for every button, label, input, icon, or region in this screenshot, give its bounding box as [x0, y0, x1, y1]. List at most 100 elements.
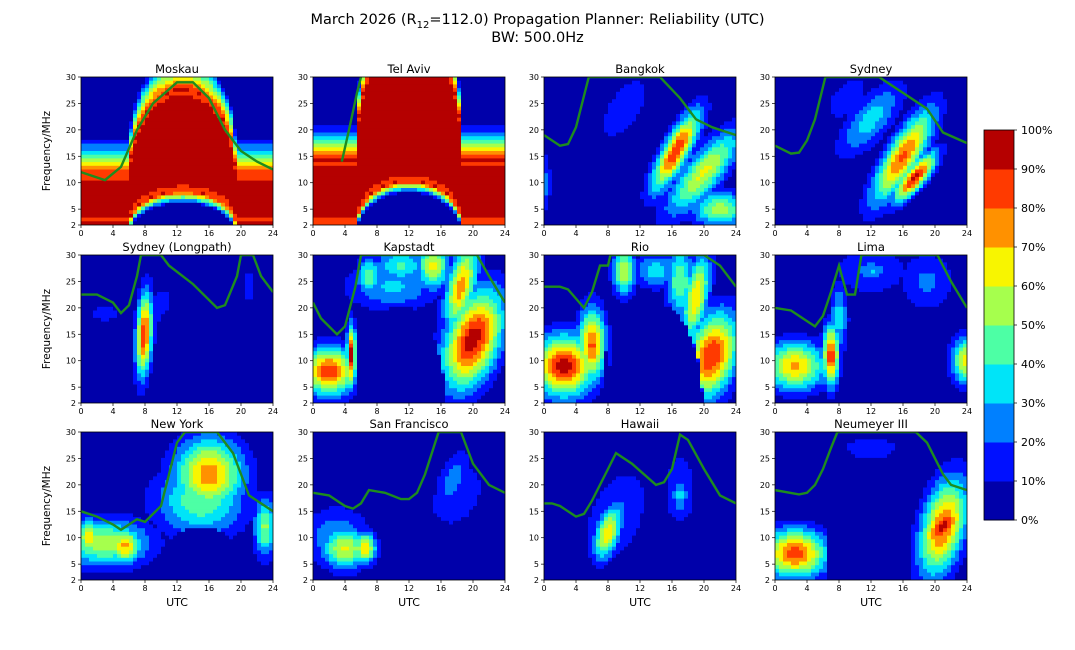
contour-cell [648, 213, 653, 219]
contour-cell [357, 106, 362, 111]
contour-cell [437, 154, 442, 159]
contour-cell [564, 128, 569, 134]
contour-cell [269, 191, 273, 196]
contour-cell [421, 213, 426, 219]
contour-cell [365, 88, 370, 93]
contour-cell [445, 117, 450, 122]
contour-cell [473, 213, 478, 219]
contour-cell [473, 147, 478, 152]
contour-cell [313, 102, 318, 108]
contour-cell [576, 158, 581, 163]
contour-cell [97, 151, 102, 156]
contour-cell [237, 151, 242, 156]
contour-cell [145, 195, 150, 200]
contour-cell [556, 99, 561, 104]
contour-cell [477, 147, 482, 152]
contour-cell [453, 117, 458, 122]
contour-cell [109, 128, 114, 134]
contour-cell [205, 151, 210, 156]
contour-cell [173, 206, 178, 211]
contour-cell [453, 191, 458, 196]
contour-cell [169, 77, 174, 82]
contour-cell [381, 136, 386, 141]
contour-cell [153, 210, 158, 215]
contour-cell [556, 206, 561, 211]
contour-cell [97, 202, 102, 208]
contour-cell [85, 147, 90, 152]
contour-cell [552, 188, 557, 193]
contour-cell [181, 77, 186, 82]
contour-cell [165, 195, 170, 200]
contour-cell [640, 180, 645, 185]
contour-cell [153, 125, 158, 130]
contour-cell [369, 191, 374, 196]
contour-cell [576, 88, 581, 93]
contour-cell [365, 180, 370, 185]
contour-cell [445, 106, 450, 111]
contour-cell [173, 121, 178, 126]
contour-cell [325, 106, 330, 111]
contour-cell [413, 143, 418, 148]
contour-cell [101, 132, 106, 137]
contour-cell [644, 128, 649, 134]
contour-cell [632, 84, 637, 89]
contour-cell [81, 121, 86, 126]
contour-cell [121, 151, 126, 156]
contour-cell [261, 117, 266, 122]
contour-cell [229, 176, 234, 182]
contour-cell [205, 202, 210, 208]
contour-cell [441, 121, 446, 126]
contour-cell [548, 154, 553, 159]
contour-cell [580, 173, 585, 178]
contour-cell [145, 210, 150, 215]
contour-cell [153, 165, 158, 171]
contour-cell [445, 128, 450, 134]
contour-cell [544, 184, 549, 189]
contour-cell [596, 169, 601, 174]
contour-cell [249, 165, 254, 171]
contour-cell [189, 147, 194, 152]
contour-cell [457, 173, 462, 178]
contour-cell [225, 84, 230, 89]
contour-cell [225, 99, 230, 104]
contour-cell [341, 217, 346, 222]
contour-cell [153, 188, 158, 193]
contour-cell [97, 88, 102, 93]
contour-cell [265, 88, 270, 93]
contour-cell [153, 206, 158, 211]
contour-cell [588, 173, 593, 178]
contour-cell [556, 165, 561, 171]
contour-cell [568, 88, 573, 93]
contour-cell [209, 154, 214, 159]
contour-cell [473, 77, 478, 82]
contour-cell [181, 139, 186, 145]
contour-cell [489, 191, 494, 196]
contour-cell [600, 77, 605, 82]
contour-cell [501, 110, 505, 115]
panel-title: Tel Aviv [387, 62, 431, 76]
contour-cell [257, 188, 262, 193]
contour-cell [265, 95, 270, 100]
contour-cell [221, 77, 226, 82]
contour-cell [560, 199, 565, 204]
contour-cell [225, 206, 230, 211]
contour-cell [197, 158, 202, 163]
contour-cell [81, 151, 86, 156]
contour-cell [560, 158, 565, 163]
contour-cell [261, 147, 266, 152]
contour-cell [97, 154, 102, 159]
contour-cell [477, 117, 482, 122]
contour-cell [85, 210, 90, 215]
contour-cell [89, 221, 94, 225]
contour-cell [417, 132, 422, 137]
contour-cell [109, 84, 114, 89]
contour-cell [161, 95, 166, 100]
contour-cell [373, 221, 378, 225]
contour-cell [465, 132, 470, 137]
contour-cell [628, 99, 633, 104]
contour-cell [644, 158, 649, 163]
contour-cell [261, 176, 266, 182]
contour-cell [493, 158, 498, 163]
contour-cell [173, 117, 178, 122]
contour-cell [556, 195, 561, 200]
